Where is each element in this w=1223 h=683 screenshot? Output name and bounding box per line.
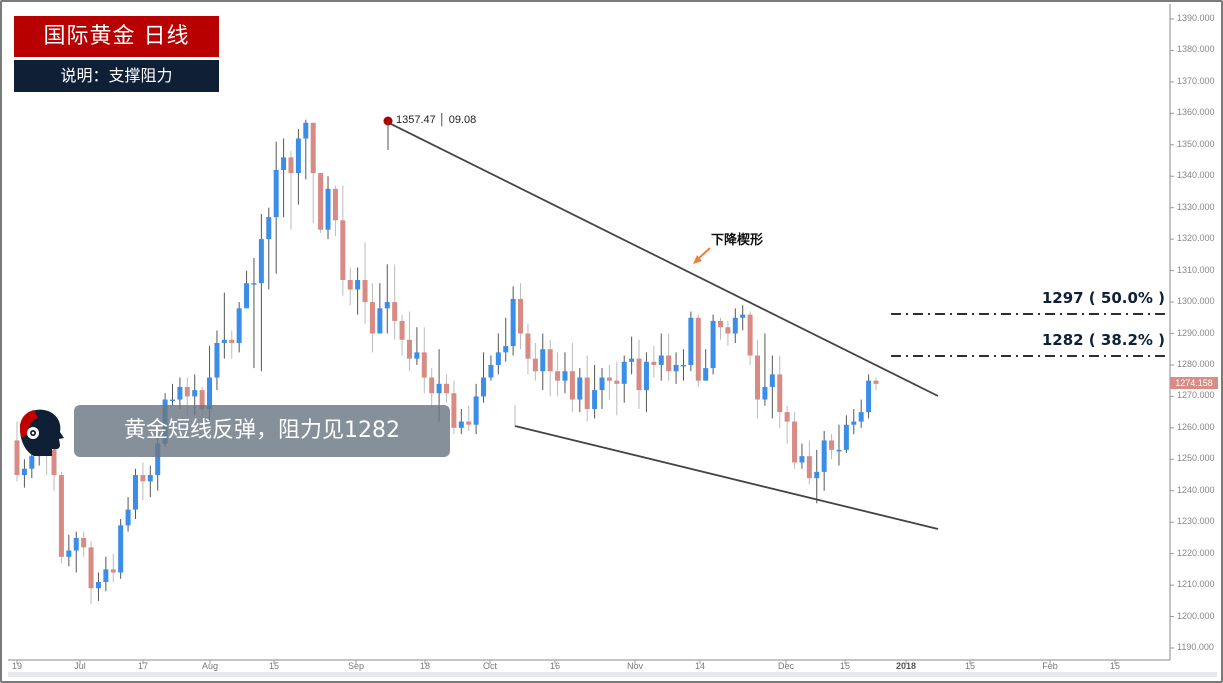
x-tick-label: 16: [549, 661, 561, 671]
y-tick-label: 1360.000: [1177, 107, 1215, 118]
y-tick-label: 1230.000: [1177, 516, 1215, 527]
y-tick-label: 1330.000: [1177, 201, 1215, 212]
chart-title: 国际黄金 日线: [14, 16, 219, 57]
y-tick-label: 1340.000: [1177, 170, 1215, 181]
x-tick-label: 19: [11, 661, 23, 671]
x-tick-label: 18: [419, 661, 431, 671]
x-tick-label: Feb: [1042, 661, 1058, 671]
y-tick-label: 1320.000: [1177, 233, 1215, 244]
x-tick-label: Jul: [74, 661, 86, 671]
horizontal-scrollbar[interactable]: [8, 672, 1217, 677]
wedge-upper-trendline[interactable]: [386, 121, 939, 397]
chart-subtitle: 说明：支撑阻力: [14, 60, 219, 92]
y-tick-label: 1210.000: [1177, 579, 1215, 590]
y-axis-ticks: [1170, 18, 1174, 649]
y-tick-label: 1350.000: [1177, 138, 1215, 149]
y-tick-label: 1260.000: [1177, 421, 1215, 432]
x-tick-label: 15: [964, 661, 976, 671]
y-tick-label: 1240.000: [1177, 484, 1215, 495]
y-tick-label: 1250.000: [1177, 453, 1215, 464]
x-tick-label: Oct: [482, 661, 498, 671]
peak-price-label: 1357.47 │ 09.08: [396, 114, 477, 126]
y-tick-label: 1270.000: [1177, 390, 1215, 401]
x-tick-label: Sep: [347, 661, 365, 671]
wedge-lower-trendline[interactable]: [514, 425, 939, 530]
y-tick-label: 1290.000: [1177, 327, 1215, 338]
y-tick-label: 1390.000: [1177, 13, 1215, 23]
y-tick-label: 1310.000: [1177, 264, 1215, 275]
y-tick-label: 1300.000: [1177, 296, 1215, 307]
y-tick-label: 1190.000: [1177, 642, 1214, 652]
x-tick-label: Dec: [777, 661, 795, 671]
x-tick-label: 14: [694, 661, 706, 671]
y-tick-label: 1380.000: [1177, 44, 1215, 55]
y-tick-label: 1220.000: [1177, 547, 1215, 558]
x-tick-label: 17: [137, 661, 149, 671]
arrow-icon: [693, 247, 711, 264]
fib-50-label: 1297 ( 50.0% ): [1041, 289, 1165, 307]
y-tick-label: 1280.000: [1177, 358, 1215, 369]
current-price-tag: 1274.158: [1170, 377, 1218, 389]
y-tick-label: 1200.000: [1177, 610, 1215, 621]
analysis-callout: 黄金短线反弹，阻力见1282: [74, 405, 450, 457]
fib-382-label: 1282 ( 38.2% ): [1041, 331, 1165, 349]
wedge-pattern-label: 下降楔形: [711, 233, 764, 248]
x-tick-label: Aug: [201, 661, 219, 671]
x-tick-label: 15: [839, 661, 851, 671]
candle-series: [14, 119, 879, 604]
x-tick-label: Nov: [626, 661, 644, 671]
y-tick-label: 1370.000: [1177, 75, 1215, 86]
x-axis-tick-marks: [16, 660, 1116, 664]
x-tick-label: 15: [1109, 661, 1121, 671]
x-tick-label: 2018: [895, 661, 917, 671]
x-tick-label: 15: [268, 661, 280, 671]
brand-logo-icon: [20, 409, 64, 456]
